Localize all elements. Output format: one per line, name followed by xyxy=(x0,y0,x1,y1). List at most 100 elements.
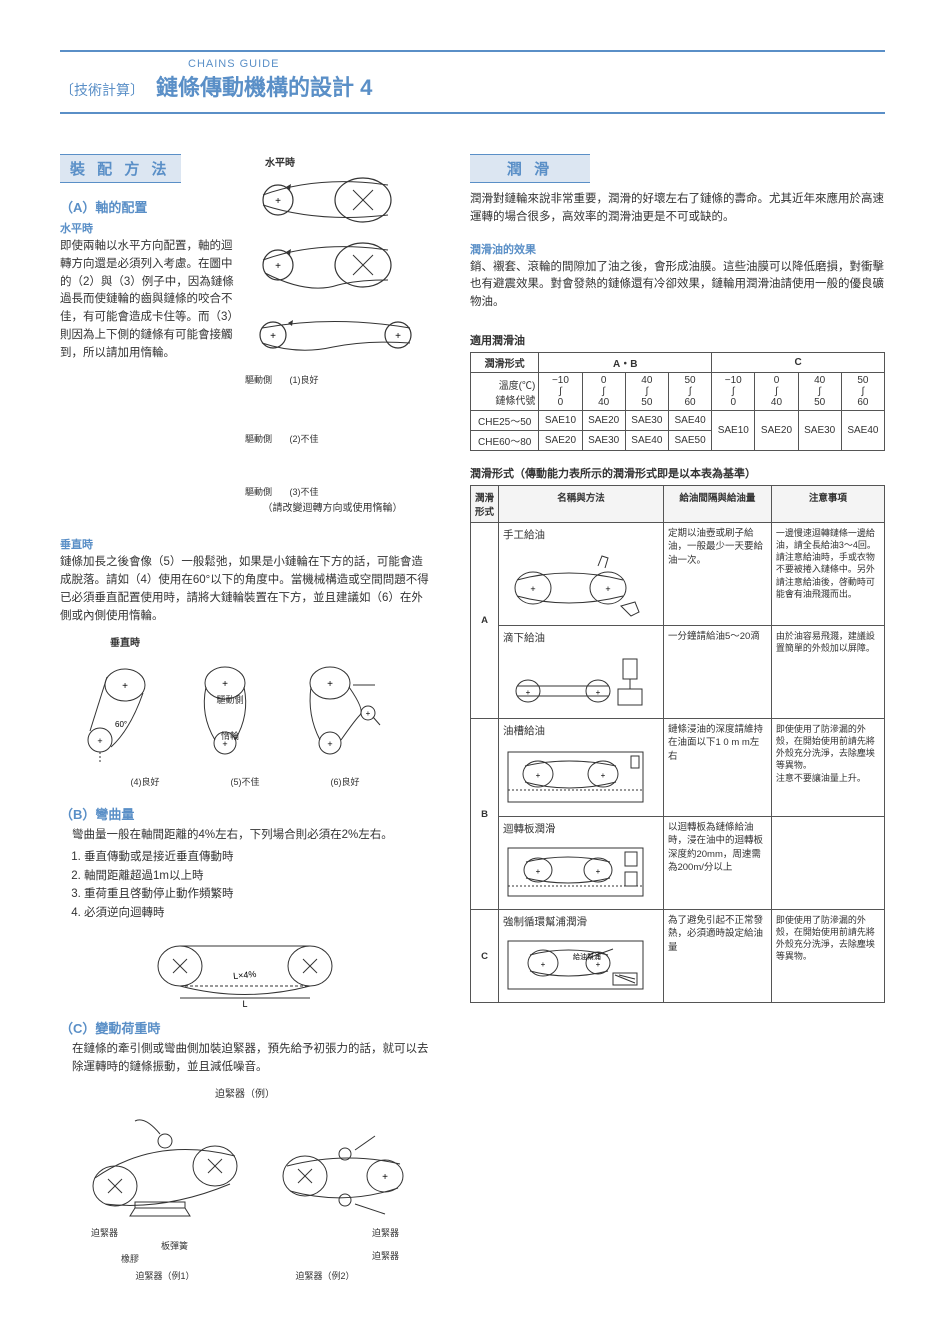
svg-text:+: + xyxy=(122,681,128,692)
mt-r3-name: 迴轉板潤滑 xyxy=(503,821,659,836)
oil-c-3: SAE40 xyxy=(841,411,884,451)
oil-table-caption: 適用潤滑油 xyxy=(470,332,885,348)
dia-c-tensioner-2: 迫緊器 xyxy=(372,1228,399,1238)
svg-text:+: + xyxy=(222,679,228,690)
svg-text:L: L xyxy=(242,999,247,1008)
dia-v-good4: (4)良好 xyxy=(131,775,160,788)
pump-label: 給油幫浦 xyxy=(573,952,601,961)
list-b: 垂直傳動或是接近垂直傳動時 軸間距離超過1m以上時 重荷重且啓動停止動作頻繁時 … xyxy=(60,848,430,922)
mt-r0-name: 手工給油 xyxy=(503,527,659,542)
mt-r1-interval: 一分鐘請給油5～20滴 xyxy=(663,626,771,719)
svg-text:+: + xyxy=(327,679,333,690)
method-table-caption: 潤滑形式（傳動能力表所示的潤滑形式即是以本表為基準） xyxy=(470,465,885,481)
oil-c-1: SAE20 xyxy=(755,411,798,451)
text-lub-intro: 潤滑對鏈輪來說非常重要，潤滑的好壞左右了鏈條的壽命。尤其近年來應用於高速運轉的場… xyxy=(470,191,885,227)
dia-horiz-label: 水平時 xyxy=(265,154,430,169)
svg-text:+: + xyxy=(270,331,276,342)
list-b-2: 軸間距離超過1m以上時 xyxy=(84,867,430,885)
diagram-vertical: + + 60° + + + + xyxy=(60,655,430,814)
dia-vert-label: 垂直時 xyxy=(110,634,430,649)
oil-th-ab: A・B xyxy=(539,353,712,373)
header-prefix: 〔技術計算〕 xyxy=(60,80,144,100)
oil-th-temp: 溫度(℃) 鏈條代號 xyxy=(471,373,539,411)
text-b-intro: 彎曲量一般在軸間距離的4%左右，下列場合則必須在2%左右。 xyxy=(60,827,430,845)
oil-r1-ab0: SAE20 xyxy=(539,431,582,451)
oil-temp-c-3: 50 ∫ 60 xyxy=(841,373,884,411)
mt-h-interval: 給油間隔與給油量 xyxy=(663,486,771,523)
dia-c-title: 迫緊器（例） xyxy=(60,1085,430,1100)
subhead-oil-effect: 潤滑油的效果 xyxy=(470,241,885,257)
dia-c-ex2: 迫緊器（例2） xyxy=(295,1269,354,1282)
svg-text:+: + xyxy=(530,584,535,594)
svg-text:+: + xyxy=(97,736,102,746)
svg-text:+: + xyxy=(382,1172,388,1183)
dia-c-tensioner-1: 迫緊器 xyxy=(91,1228,118,1238)
diagram-horizontal: + + xyxy=(235,175,430,514)
mt-r4-note: 即使使用了防滲漏的外殼，在開始使用前請先將外殼充分洗淨，去除塵埃等異物。 xyxy=(771,910,884,1003)
oil-c-2: SAE30 xyxy=(798,411,841,451)
oil-table: 潤滑形式 A・B C 溫度(℃) 鏈條代號 −10 ∫ 0 0 ∫ 40 40 … xyxy=(470,352,885,451)
dia-v-driveside: 驅動側 xyxy=(210,693,250,706)
dia-c-ex1: 迫緊器（例1） xyxy=(135,1269,194,1282)
dia-a-driveside-3: 驅動側 xyxy=(245,487,272,497)
diagram-tensioner: + 迫緊器 板彈簧 橡膠 迫緊器 迫緊器 迫緊器 xyxy=(60,1106,430,1282)
mt-h-form: 潤滑形式 xyxy=(471,486,499,523)
mt-r2-interval: 鏈條浸油的深度請維持在油面以下1 0 m m左右 xyxy=(663,719,771,817)
diagram-bath-oil-icon: + + xyxy=(503,744,648,809)
dia-c-rubber: 橡膠 xyxy=(121,1254,139,1264)
mt-r0-note: 一邊慢速迴轉鏈條一邊給油，請全長給油3～4回。請注意給油時，手或衣物不要被捲入鏈… xyxy=(771,523,884,626)
oil-c-0: SAE10 xyxy=(712,411,755,451)
dia-v-bad5: (5)不佳 xyxy=(231,775,260,788)
dia-c-tensioner-3: 迫緊器 xyxy=(372,1251,399,1261)
list-b-1: 垂直傳動或是接近垂直傳動時 xyxy=(84,848,430,866)
text-vert-body: 鏈條加長之後會像（5）一般鬆弛，如果是小鏈輪在下方的話，可能會造成脫落。請如（4… xyxy=(60,554,430,625)
mt-cat-c: C xyxy=(471,910,499,1003)
subhead-b: （B）彎曲量 xyxy=(60,804,430,823)
diagram-drip-oil-icon: + + xyxy=(503,651,648,711)
oil-temp-c-2: 40 ∫ 50 xyxy=(798,373,841,411)
subhead-c: （C）變動荷重時 xyxy=(60,1018,430,1037)
dia-v-good6: (6)良好 xyxy=(331,775,360,788)
dia-v-idler: 惰輪 xyxy=(215,729,245,742)
oil-temp-ab-3: 50 ∫ 60 xyxy=(668,373,711,411)
mt-h-note: 注意事項 xyxy=(771,486,884,523)
svg-text:+: + xyxy=(366,709,371,718)
oil-r0-label: CHE25～50 xyxy=(471,411,539,431)
list-b-4: 必須逆向迴轉時 xyxy=(84,904,430,922)
svg-text:60°: 60° xyxy=(115,720,127,729)
header-super: CHAINS GUIDE xyxy=(188,58,885,70)
svg-text:+: + xyxy=(275,261,281,272)
mt-r4-interval: 為了避免引起不正常發熱，必須適時設定給油量 xyxy=(663,910,771,1003)
svg-text:+: + xyxy=(395,331,401,342)
oil-th-form: 潤滑形式 xyxy=(471,353,539,373)
oil-temp-ab-0: −10 ∫ 0 xyxy=(539,373,582,411)
page-header: CHAINS GUIDE 〔技術計算〕 鏈條傳動機構的設計 4 xyxy=(60,50,885,114)
diagram-sag: L×4% L xyxy=(60,928,430,1008)
left-column: 裝 配 方 法 （A）軸的配置 水平時 即使兩軸以水平方向配置，軸的迴轉方向還是… xyxy=(60,154,430,1292)
oil-r0-ab3: SAE40 xyxy=(668,411,711,431)
svg-text:+: + xyxy=(536,771,541,780)
dia-a-bad3: (3)不佳 xyxy=(290,487,319,497)
oil-r1-ab2: SAE40 xyxy=(625,431,668,451)
dia-c-plate: 板彈簧 xyxy=(161,1241,188,1251)
list-b-3: 重荷重且啓動停止動作頻繁時 xyxy=(84,885,430,903)
method-table: 潤滑形式 名稱與方法 給油間隔與給油量 注意事項 A 手工給油 + + xyxy=(470,485,885,1003)
svg-text:+: + xyxy=(596,960,601,969)
oil-r0-ab1: SAE20 xyxy=(582,411,625,431)
dia-a-driveside-2: 驅動側 xyxy=(245,434,272,444)
mt-r0-interval: 定期以油壺或刷子給油，一般最少一天要給油一次。 xyxy=(663,523,771,626)
svg-text:+: + xyxy=(605,584,610,594)
section-lub-title: 潤 滑 xyxy=(470,154,590,183)
diagram-hand-oil-icon: + + xyxy=(503,548,648,618)
svg-text:+: + xyxy=(536,867,541,876)
mt-r3-note xyxy=(771,817,884,910)
dia-sag-label: L×4% xyxy=(233,969,257,981)
oil-r1-label: CHE60～80 xyxy=(471,431,539,451)
oil-r1-ab3: SAE50 xyxy=(668,431,711,451)
text-a-body: 即使兩軸以水平方向配置，軸的迴轉方向還是必須列入考慮。在圖中的（2）與（3）例子… xyxy=(60,238,235,363)
subhead-a-horiz: 水平時 xyxy=(60,220,235,236)
dia-a-bad2: (2)不佳 xyxy=(290,434,319,444)
header-title: 鏈條傳動機構的設計 4 xyxy=(156,70,372,102)
mt-r2-name: 油槽給油 xyxy=(503,723,659,738)
mt-r3-interval: 以迴轉板為鏈條給油時，浸在油中的迴轉板深度約20mm，周速需為200m/分以上 xyxy=(663,817,771,910)
